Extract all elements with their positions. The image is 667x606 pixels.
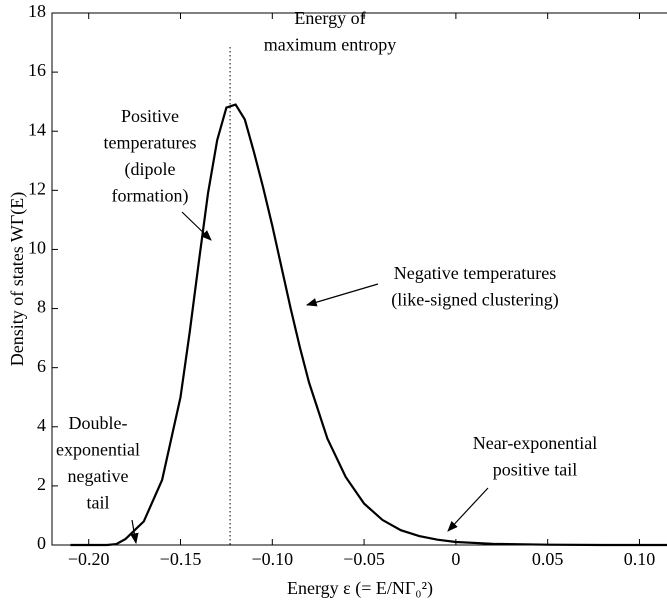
- x-tick-label: 0.05: [532, 549, 564, 569]
- x-tick-label: −0.15: [160, 549, 202, 569]
- x-axis-label: Energy ε (= E/NΓ₀²): [287, 578, 433, 599]
- y-tick-label: 4: [37, 415, 46, 435]
- y-tick-label: 14: [28, 119, 46, 139]
- annotation: positive tail: [493, 460, 578, 480]
- y-tick-label: 8: [37, 297, 46, 317]
- annotation: negative: [68, 466, 129, 486]
- arrow: [305, 283, 379, 307]
- x-tick-label: 0: [451, 549, 460, 569]
- arrow: [181, 211, 212, 241]
- x-tick-label: −0.20: [68, 549, 110, 569]
- annotation: Negative temperatures: [394, 263, 556, 283]
- annotation: exponential: [56, 440, 140, 460]
- annotation: temperatures: [104, 133, 197, 153]
- arrows: [130, 211, 489, 545]
- annotation: formation): [112, 186, 189, 207]
- y-axis-label: Density of states WΓ(E): [7, 192, 28, 367]
- x-tick-label: −0.05: [343, 549, 385, 569]
- y-tick-label: 6: [37, 356, 46, 376]
- annotation: Positive: [121, 106, 179, 126]
- y-tick-label: 18: [28, 1, 46, 21]
- y-tick-label: 0: [37, 533, 46, 553]
- arrow: [447, 487, 489, 532]
- x-tick-label: 0.10: [624, 549, 656, 569]
- y-tick-label: 10: [28, 238, 46, 258]
- y-tick-label: 12: [28, 178, 46, 198]
- axes-frame: [51, 12, 667, 546]
- annotation: Double-: [69, 413, 128, 433]
- annotation: tail: [87, 493, 110, 513]
- annotation: Near-exponential: [473, 433, 598, 453]
- y-tick-label: 2: [37, 474, 46, 494]
- annotation: maximum entropy: [264, 35, 396, 55]
- curve: [70, 103, 667, 547]
- annotation: (like-signed clustering): [391, 290, 558, 311]
- annotation: (dipole: [125, 159, 176, 180]
- x-tick-label: −0.10: [251, 549, 293, 569]
- y-tick-label: 16: [28, 60, 46, 80]
- annotation: Energy of: [294, 8, 365, 28]
